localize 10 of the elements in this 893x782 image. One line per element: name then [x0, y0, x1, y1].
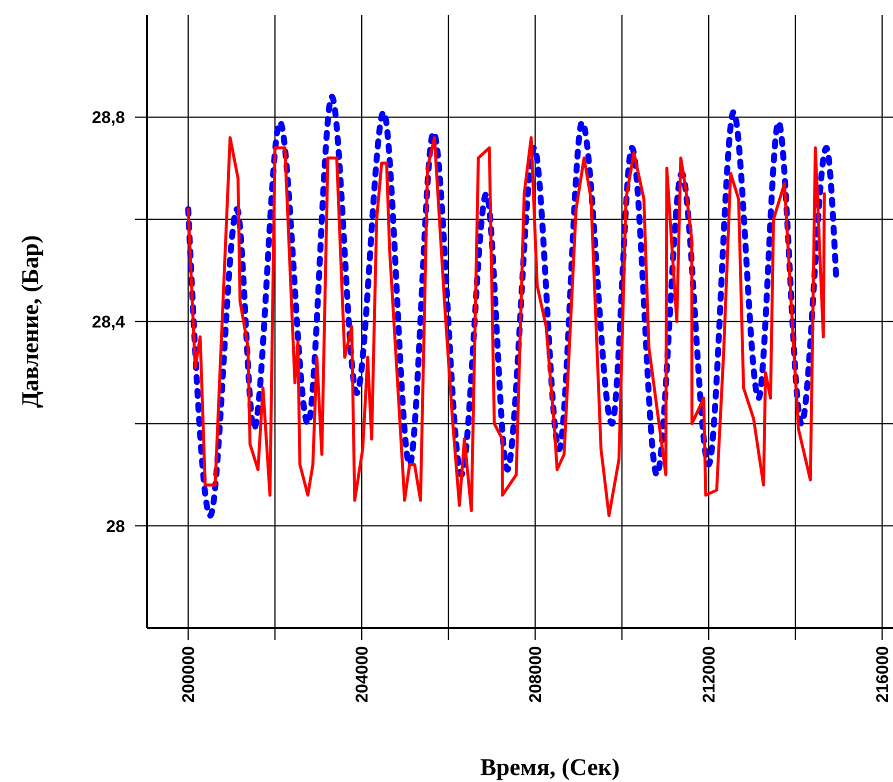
x-tick-label: 204000 — [352, 646, 372, 703]
y-tick-label: 28,8 — [92, 108, 125, 128]
x-tick-label: 212000 — [700, 646, 719, 703]
x-tick-label: 208000 — [526, 646, 546, 703]
x-tick-label: 216000 — [873, 646, 892, 703]
y-tick-label: 28 — [106, 516, 125, 536]
y-tick-label: 28,4 — [92, 312, 126, 332]
x-axis-title: Время, (Сек) — [480, 755, 620, 781]
x-tick-label: 200000 — [179, 646, 198, 703]
y-axis-title: Давление, (Бар) — [18, 235, 44, 408]
